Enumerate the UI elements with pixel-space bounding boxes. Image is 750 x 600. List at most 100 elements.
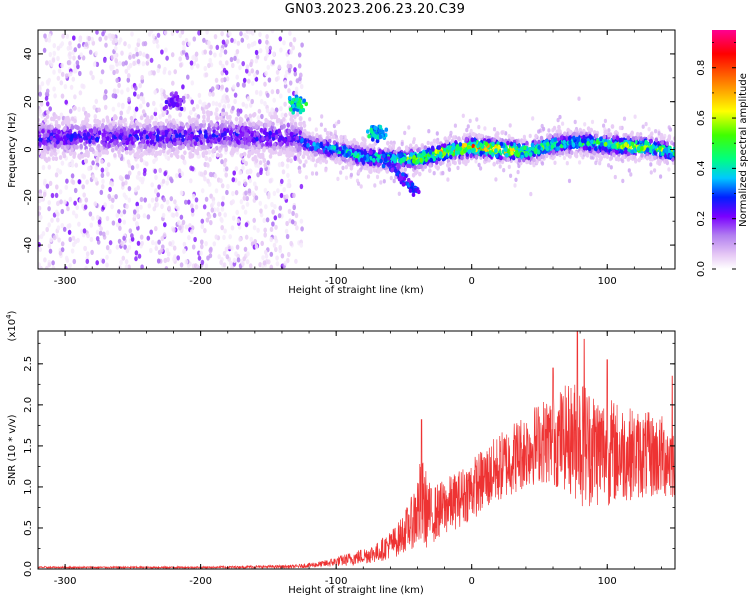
band-cell — [649, 131, 654, 137]
noise-speck — [618, 125, 623, 131]
noise-speck — [38, 108, 42, 114]
noise-speck — [88, 49, 93, 55]
noise-speck — [622, 116, 627, 121]
noise-speck — [81, 184, 85, 190]
noise-speck — [502, 168, 506, 173]
noise-speck — [118, 37, 123, 43]
noise-speck — [214, 77, 219, 83]
noise-speck — [41, 164, 46, 171]
noise-speck — [57, 237, 61, 243]
band-cell — [101, 132, 105, 138]
band-cell — [357, 169, 361, 175]
band-cell — [487, 138, 491, 144]
noise-speck — [162, 197, 166, 203]
band-cell — [205, 104, 209, 110]
noise-speck — [152, 70, 156, 76]
noise-speck — [76, 64, 80, 70]
noise-speck — [205, 30, 209, 35]
noise-speck — [357, 181, 361, 186]
noise-speck — [176, 255, 180, 261]
noise-speck — [271, 59, 275, 65]
noise-speck — [441, 171, 445, 176]
noise-speck — [100, 167, 105, 173]
noise-speck — [294, 212, 299, 219]
noise-speck — [197, 92, 202, 98]
noise-speck — [60, 93, 65, 99]
noise-speck — [299, 242, 304, 248]
noise-speck — [121, 181, 125, 187]
band-cell — [305, 131, 310, 137]
noise-speck — [407, 125, 411, 130]
noise-speck — [466, 124, 470, 129]
noise-speck — [245, 68, 249, 74]
noise-speck — [118, 225, 122, 231]
noise-speck — [155, 38, 159, 44]
band-cell — [239, 139, 244, 145]
noise-speck — [192, 60, 197, 67]
noise-speck — [157, 239, 161, 245]
noise-speck — [195, 104, 200, 110]
noise-speck — [70, 173, 75, 179]
noise-speck — [104, 89, 108, 95]
noise-speck — [199, 171, 204, 177]
noise-speck — [163, 222, 167, 228]
band-cell — [257, 108, 262, 114]
band-cell — [118, 141, 123, 147]
noise-speck — [245, 195, 249, 202]
noise-speck — [222, 262, 227, 268]
noise-speck — [48, 33, 52, 39]
noise-speck — [299, 218, 304, 224]
noise-speck — [128, 54, 132, 60]
band-cell — [517, 143, 521, 149]
noise-speck — [236, 257, 241, 263]
noise-speck — [163, 257, 168, 264]
noise-speck — [213, 52, 217, 58]
noise-speck — [79, 52, 84, 58]
noise-speck — [38, 205, 42, 211]
band-cell — [447, 161, 452, 167]
noise-speck — [165, 247, 170, 254]
noise-speck — [274, 76, 279, 82]
noise-speck — [184, 224, 189, 230]
noise-speck — [607, 163, 611, 168]
band-cell — [219, 153, 223, 159]
noise-speck — [50, 217, 54, 223]
band-cell — [267, 134, 272, 140]
band-cell — [63, 125, 67, 131]
noise-speck — [608, 156, 613, 162]
noise-speck — [122, 235, 126, 241]
band-cell — [298, 169, 302, 175]
noise-speck — [556, 117, 560, 123]
noise-speck — [278, 244, 283, 251]
band-cell — [206, 117, 210, 123]
noise-speck — [243, 181, 248, 187]
noise-speck — [124, 180, 128, 186]
noise-speck — [114, 58, 118, 64]
band-cell — [469, 153, 473, 159]
band-cell — [358, 161, 363, 166]
noise-speck — [302, 163, 306, 168]
noise-speck — [149, 247, 153, 254]
noise-speck — [66, 206, 70, 212]
band-cell — [62, 153, 67, 159]
noise-speck — [63, 84, 68, 90]
noise-speck — [109, 65, 114, 71]
noise-speck — [139, 196, 144, 203]
noise-speck — [477, 162, 481, 168]
noise-speck — [427, 129, 431, 134]
band-cell — [229, 129, 234, 135]
noise-speck — [292, 204, 297, 211]
noise-speck — [128, 62, 133, 69]
band-cell — [319, 137, 324, 142]
band-cell — [38, 137, 42, 143]
noise-speck — [210, 207, 215, 213]
noise-speck — [247, 78, 251, 84]
noise-speck — [73, 47, 78, 53]
noise-speck — [110, 33, 115, 39]
noise-speck — [154, 241, 158, 247]
noise-speck — [258, 31, 262, 37]
noise-speck — [125, 203, 129, 210]
band-cell — [418, 171, 422, 177]
noise-speck — [104, 35, 108, 41]
noise-speck — [132, 53, 136, 59]
